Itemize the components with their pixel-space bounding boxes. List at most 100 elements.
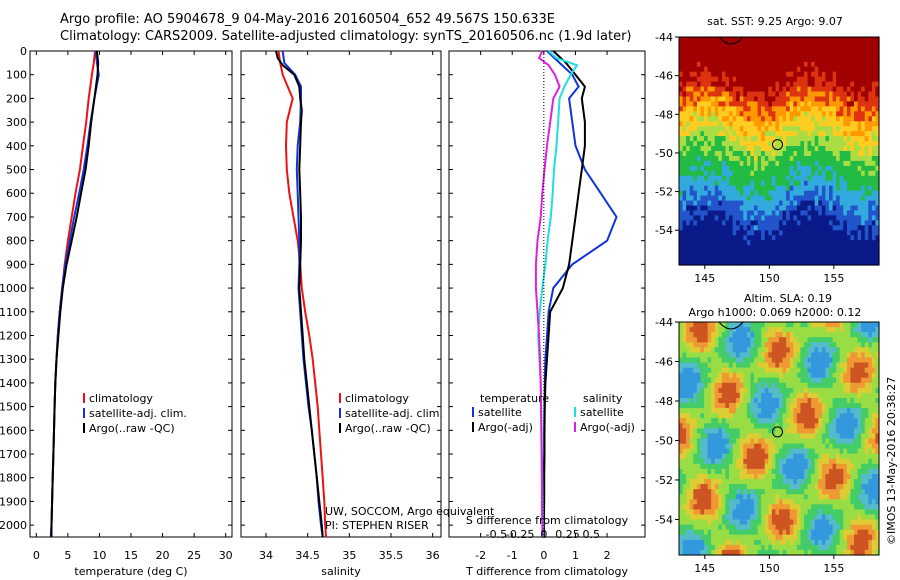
map-cell [775,423,780,429]
map-cell [825,347,830,353]
map-cell [696,398,702,404]
map-cell [707,165,712,172]
y-tick-label: 1400 [0,377,27,390]
map-cell [718,225,723,231]
map-cell [811,71,816,78]
map-cell [682,245,687,251]
map-cell [786,337,791,343]
map-cell [764,106,769,112]
map-cell [796,136,802,142]
map-cell [761,91,766,98]
map-cell [686,180,691,187]
map-cell [736,494,741,500]
map-cell [779,180,784,187]
map-cell [804,106,809,112]
map-cell [775,357,780,364]
map-cell [689,433,694,440]
map-cell [871,180,877,187]
map-cell [700,443,705,450]
map-cell [696,479,702,485]
map-cell [750,111,755,117]
map-cell [707,190,712,197]
map-cell [775,86,780,93]
map-cell [689,489,694,495]
map-cell [686,499,691,505]
map-cell [804,509,809,516]
map-cell [746,245,752,251]
map-cell [850,347,855,353]
map-cell [868,71,873,78]
map-cell [682,126,687,132]
map-cell [725,504,730,510]
map-cell [718,458,723,465]
map-cell [768,494,773,500]
map-cell [682,408,687,414]
map-cell [807,81,812,88]
map-cell [682,332,687,338]
map-cell [786,111,791,117]
map-cell [725,136,730,142]
map-cell [846,327,852,333]
map-cell [714,362,719,369]
map-cell [739,61,744,68]
map-cell [775,96,780,103]
map-cell [707,86,712,93]
map-cell [839,101,844,107]
map-cell [779,387,784,394]
map-cell [811,131,816,137]
map-cell [750,76,755,83]
map-cell [832,398,837,404]
map-cell [825,210,830,217]
map-cell [800,337,805,343]
map-cell [696,235,702,241]
map-cell [679,215,684,221]
map-cell [875,382,880,389]
map-cell [693,66,698,73]
map-cell [686,342,691,348]
map-cell [779,175,784,182]
map-cell [696,245,702,251]
map-cell [807,382,812,389]
map-cell [700,200,705,207]
map-cell [836,111,841,117]
map-cell [682,463,687,470]
map-cell [782,146,787,152]
map-cell [729,448,734,455]
map-cell [714,453,719,460]
map-cell [711,250,716,256]
map-cell [761,111,766,117]
map-cell [818,71,823,78]
map-cell [732,165,737,172]
map-cell [761,230,766,236]
map-cell [746,91,752,98]
map-cell [871,81,877,88]
map-cell [732,46,737,53]
map-cell [854,474,859,480]
map-cell [804,240,809,246]
map-cell [846,509,852,516]
map-cell [800,255,805,261]
map-cell [689,195,694,202]
map-cell [857,423,862,429]
map-cell [814,56,819,63]
map-cell [811,387,816,394]
map-cell [696,377,702,384]
map-cell [868,240,873,246]
map-cell [854,245,859,251]
map-cell [704,458,709,465]
map-cell [707,327,712,333]
map-cell [829,165,834,172]
map-cell [864,61,869,68]
map-cell [836,220,841,226]
map-cell [875,418,880,424]
map-cell [746,156,752,162]
map-cell [771,160,777,167]
map-cell [725,76,730,83]
map-cell [779,255,784,261]
map-cell [832,438,837,445]
map-cell [836,165,841,172]
x-tick-label: 10 [92,549,106,562]
map-cell [686,418,691,424]
map-cell [679,458,684,465]
map-cell [868,225,873,231]
